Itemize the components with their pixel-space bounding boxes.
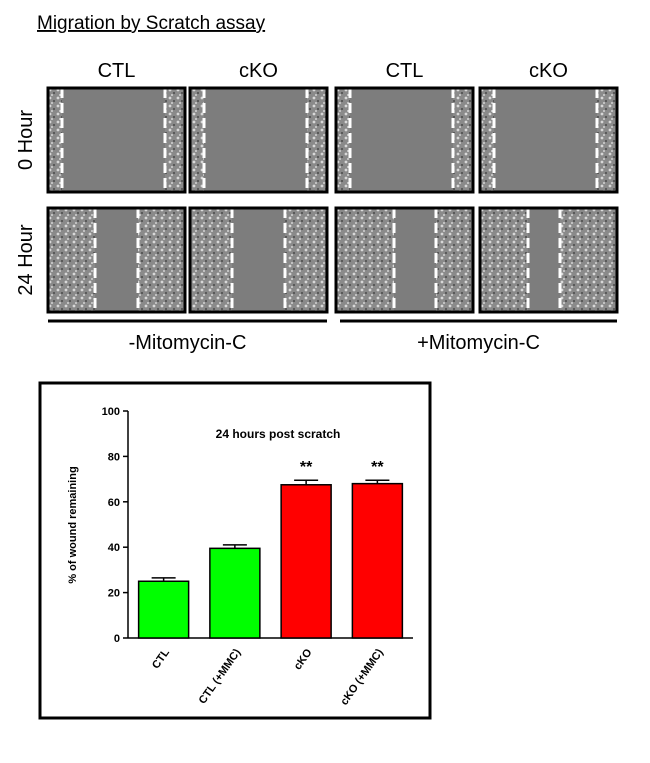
y-tick-label: 20 [108, 588, 120, 600]
row-label: 24 Hour [15, 224, 37, 295]
x-tick-label: cKO (+MMC) [338, 647, 386, 708]
micrograph-frame [46, 86, 187, 194]
bar [137, 580, 190, 639]
wound-area [394, 208, 436, 312]
x-tick-label: cKO [292, 646, 315, 672]
micrograph-frame [46, 206, 187, 314]
y-tick-label: 0 [114, 633, 120, 645]
column-label: cKO [239, 60, 278, 82]
micrograph-frame [334, 206, 475, 314]
error-bar [222, 544, 247, 549]
wound-area [62, 88, 165, 192]
bar [351, 482, 404, 639]
bar [209, 547, 261, 639]
y-tick-label: 100 [102, 406, 120, 418]
error-bar [365, 479, 390, 484]
micrograph-frame [188, 206, 329, 314]
wound-area [494, 88, 597, 192]
wound-area [95, 208, 138, 312]
row-label: 0 Hour [15, 110, 37, 170]
y-tick-label: 80 [108, 451, 120, 463]
micrograph-frame [334, 86, 475, 194]
wound-area [528, 208, 560, 312]
bar [280, 484, 332, 639]
column-label: CTL [98, 60, 136, 82]
wound-area [232, 208, 285, 312]
x-tick-label: CTL (+MMC) [197, 647, 244, 707]
significance-label: ** [371, 459, 384, 476]
micrograph-frame [188, 86, 329, 194]
chart-title: 24 hours post scratch [216, 427, 341, 441]
micrograph-frame [478, 206, 619, 314]
y-tick-label: 60 [108, 497, 120, 509]
wound-area [350, 88, 453, 192]
error-bar [294, 479, 319, 485]
group-label: -Mitomycin-C [129, 332, 247, 354]
figure-title: Migration by Scratch assay [37, 13, 266, 34]
error-bar [151, 577, 176, 582]
x-tick-label: CTL [150, 647, 172, 672]
column-label: cKO [529, 60, 568, 82]
wound-area [204, 88, 307, 192]
chart-frame [38, 381, 432, 720]
micrograph-frame [478, 86, 619, 194]
y-axis-label: % of wound remaining [67, 466, 79, 583]
group-label: +Mitomycin-C [417, 332, 540, 354]
y-tick-label: 40 [108, 542, 120, 554]
significance-label: ** [300, 459, 313, 476]
column-label: CTL [386, 60, 424, 82]
